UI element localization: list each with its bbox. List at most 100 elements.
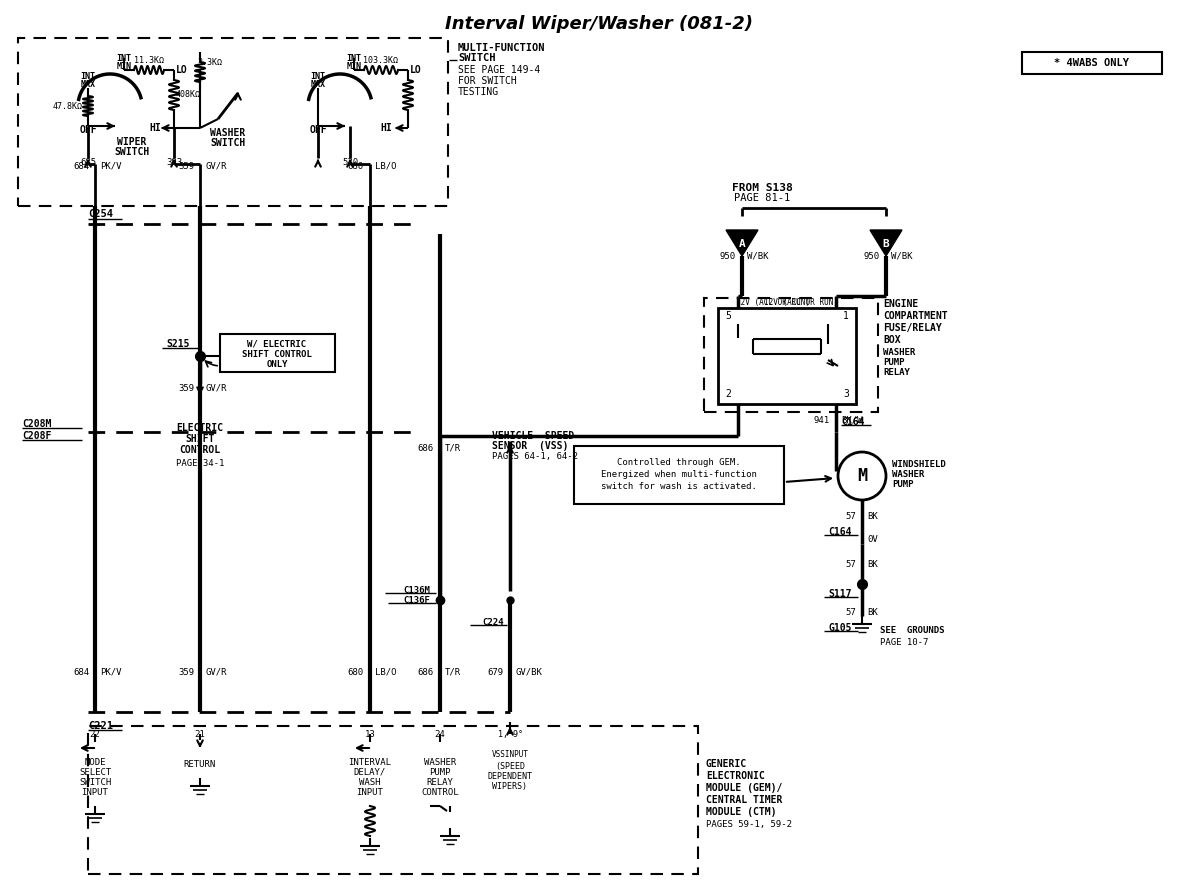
Text: DEPENDENT: DEPENDENT	[488, 771, 532, 780]
Text: CONTROL: CONTROL	[180, 445, 221, 455]
Text: C224: C224	[482, 617, 504, 626]
Text: GV/R: GV/R	[205, 161, 227, 170]
Text: ONLY: ONLY	[266, 359, 288, 368]
Text: PUMP: PUMP	[429, 768, 451, 777]
Text: C208M: C208M	[22, 419, 52, 429]
Text: MODE: MODE	[84, 757, 106, 766]
Text: PUMP: PUMP	[892, 479, 914, 488]
Text: BK: BK	[867, 512, 878, 521]
Text: RELAY: RELAY	[427, 778, 453, 787]
Text: T/R: T/R	[445, 444, 462, 452]
Text: 941: 941	[814, 416, 830, 425]
Text: PUMP: PUMP	[882, 358, 904, 366]
Text: 950: 950	[719, 252, 736, 261]
Text: 359: 359	[177, 668, 194, 676]
Text: MODULE (CTM): MODULE (CTM)	[706, 807, 777, 817]
Text: 2: 2	[725, 389, 731, 399]
Text: 103.3KΩ: 103.3KΩ	[363, 56, 398, 65]
Text: WASH: WASH	[360, 778, 381, 787]
Text: 3.3KΩ: 3.3KΩ	[198, 57, 223, 66]
Text: SHIFT CONTROL: SHIFT CONTROL	[242, 349, 312, 358]
Text: BK: BK	[867, 607, 878, 616]
Text: C208F: C208F	[22, 431, 52, 441]
Text: LB/O: LB/O	[375, 161, 397, 170]
Text: C254: C254	[88, 209, 113, 219]
Text: 5: 5	[725, 311, 731, 321]
Text: INT: INT	[311, 72, 325, 81]
Text: OFF: OFF	[309, 125, 327, 135]
Bar	[88, 726, 698, 874]
Text: 3: 3	[843, 389, 849, 399]
Text: VSSINPUT: VSSINPUT	[492, 749, 529, 759]
Text: 950: 950	[863, 252, 880, 261]
Text: RETURN: RETURN	[183, 760, 216, 769]
Text: WASHER: WASHER	[424, 757, 456, 766]
Text: 11.3KΩ: 11.3KΩ	[134, 56, 164, 65]
Text: DELAY/: DELAY/	[354, 768, 386, 777]
Text: WIPER: WIPER	[118, 137, 146, 147]
Text: FROM S138: FROM S138	[731, 183, 793, 193]
Text: 686: 686	[418, 668, 434, 676]
Text: 684: 684	[73, 668, 89, 676]
Text: SWITCH: SWITCH	[79, 778, 112, 787]
Text: 12V (ACC OR RUN): 12V (ACC OR RUN)	[736, 297, 811, 306]
Text: MODULE (GEM)/: MODULE (GEM)/	[706, 783, 783, 793]
Text: LO: LO	[176, 65, 188, 75]
Text: 13: 13	[364, 729, 375, 738]
Text: SEE  GROUNDS: SEE GROUNDS	[880, 625, 945, 634]
Text: S215: S215	[167, 339, 189, 349]
Text: 530: 530	[342, 158, 359, 167]
Text: ELECTRONIC: ELECTRONIC	[706, 771, 765, 781]
Polygon shape	[870, 230, 902, 256]
Text: HI: HI	[380, 123, 392, 133]
Text: PAGE 10-7: PAGE 10-7	[880, 637, 928, 647]
Text: WIPERS): WIPERS)	[493, 781, 528, 790]
Text: WASHER: WASHER	[882, 348, 915, 357]
Text: TESTING: TESTING	[458, 87, 499, 97]
Text: 22: 22	[90, 729, 101, 738]
Text: 1, 9°: 1, 9°	[498, 729, 523, 738]
Text: 359: 359	[177, 161, 194, 170]
Text: ELECTRIC: ELECTRIC	[176, 423, 223, 433]
Text: PAGES 59-1, 59-2: PAGES 59-1, 59-2	[706, 820, 793, 829]
Text: LO: LO	[410, 65, 422, 75]
Text: CENTRAL TIMER: CENTRAL TIMER	[706, 795, 783, 805]
Text: * 4WABS ONLY: * 4WABS ONLY	[1054, 58, 1129, 68]
Text: SEE PAGE 149-4: SEE PAGE 149-4	[458, 65, 541, 75]
Text: MIN: MIN	[116, 62, 132, 71]
Text: C164: C164	[840, 417, 864, 427]
Text: G105: G105	[829, 623, 852, 633]
Text: switch for wash is activated.: switch for wash is activated.	[601, 481, 757, 490]
Text: 684: 684	[73, 161, 89, 170]
Text: INPUT: INPUT	[82, 788, 108, 797]
Text: 24: 24	[434, 729, 445, 738]
Bar	[219, 334, 335, 372]
Bar	[574, 446, 784, 504]
Text: SWITCH: SWITCH	[210, 138, 246, 148]
Text: 0V: 0V	[867, 535, 878, 544]
Text: INTERVAL: INTERVAL	[349, 757, 392, 766]
Text: WASHER: WASHER	[892, 470, 924, 478]
Text: 47.8KΩ: 47.8KΩ	[53, 101, 83, 110]
Text: WINDSHIELD: WINDSHIELD	[892, 460, 946, 469]
Text: CONTROL: CONTROL	[421, 788, 459, 797]
Bar	[704, 298, 878, 412]
Text: Interval Wiper/Washer (081-2): Interval Wiper/Washer (081-2)	[445, 15, 753, 33]
Text: 359: 359	[177, 383, 194, 392]
Text: 679: 679	[488, 668, 504, 676]
Text: BOX: BOX	[882, 335, 900, 345]
Text: MAX: MAX	[80, 80, 96, 89]
Text: BK/W: BK/W	[840, 416, 862, 425]
Text: PAGE 34-1: PAGE 34-1	[176, 459, 224, 468]
Text: C164: C164	[829, 527, 852, 537]
Text: A: A	[739, 239, 746, 249]
Text: W/ ELECTRIC: W/ ELECTRIC	[247, 340, 307, 349]
Text: GV/BK: GV/BK	[516, 668, 542, 676]
Text: FUSE/RELAY: FUSE/RELAY	[882, 323, 941, 333]
Text: 57: 57	[845, 559, 856, 568]
Text: INPUT: INPUT	[356, 788, 384, 797]
Text: VEHICLE  SPEED: VEHICLE SPEED	[492, 431, 574, 441]
Text: 680: 680	[348, 668, 364, 676]
Text: GV/R: GV/R	[205, 383, 227, 392]
Text: INT: INT	[80, 72, 96, 81]
